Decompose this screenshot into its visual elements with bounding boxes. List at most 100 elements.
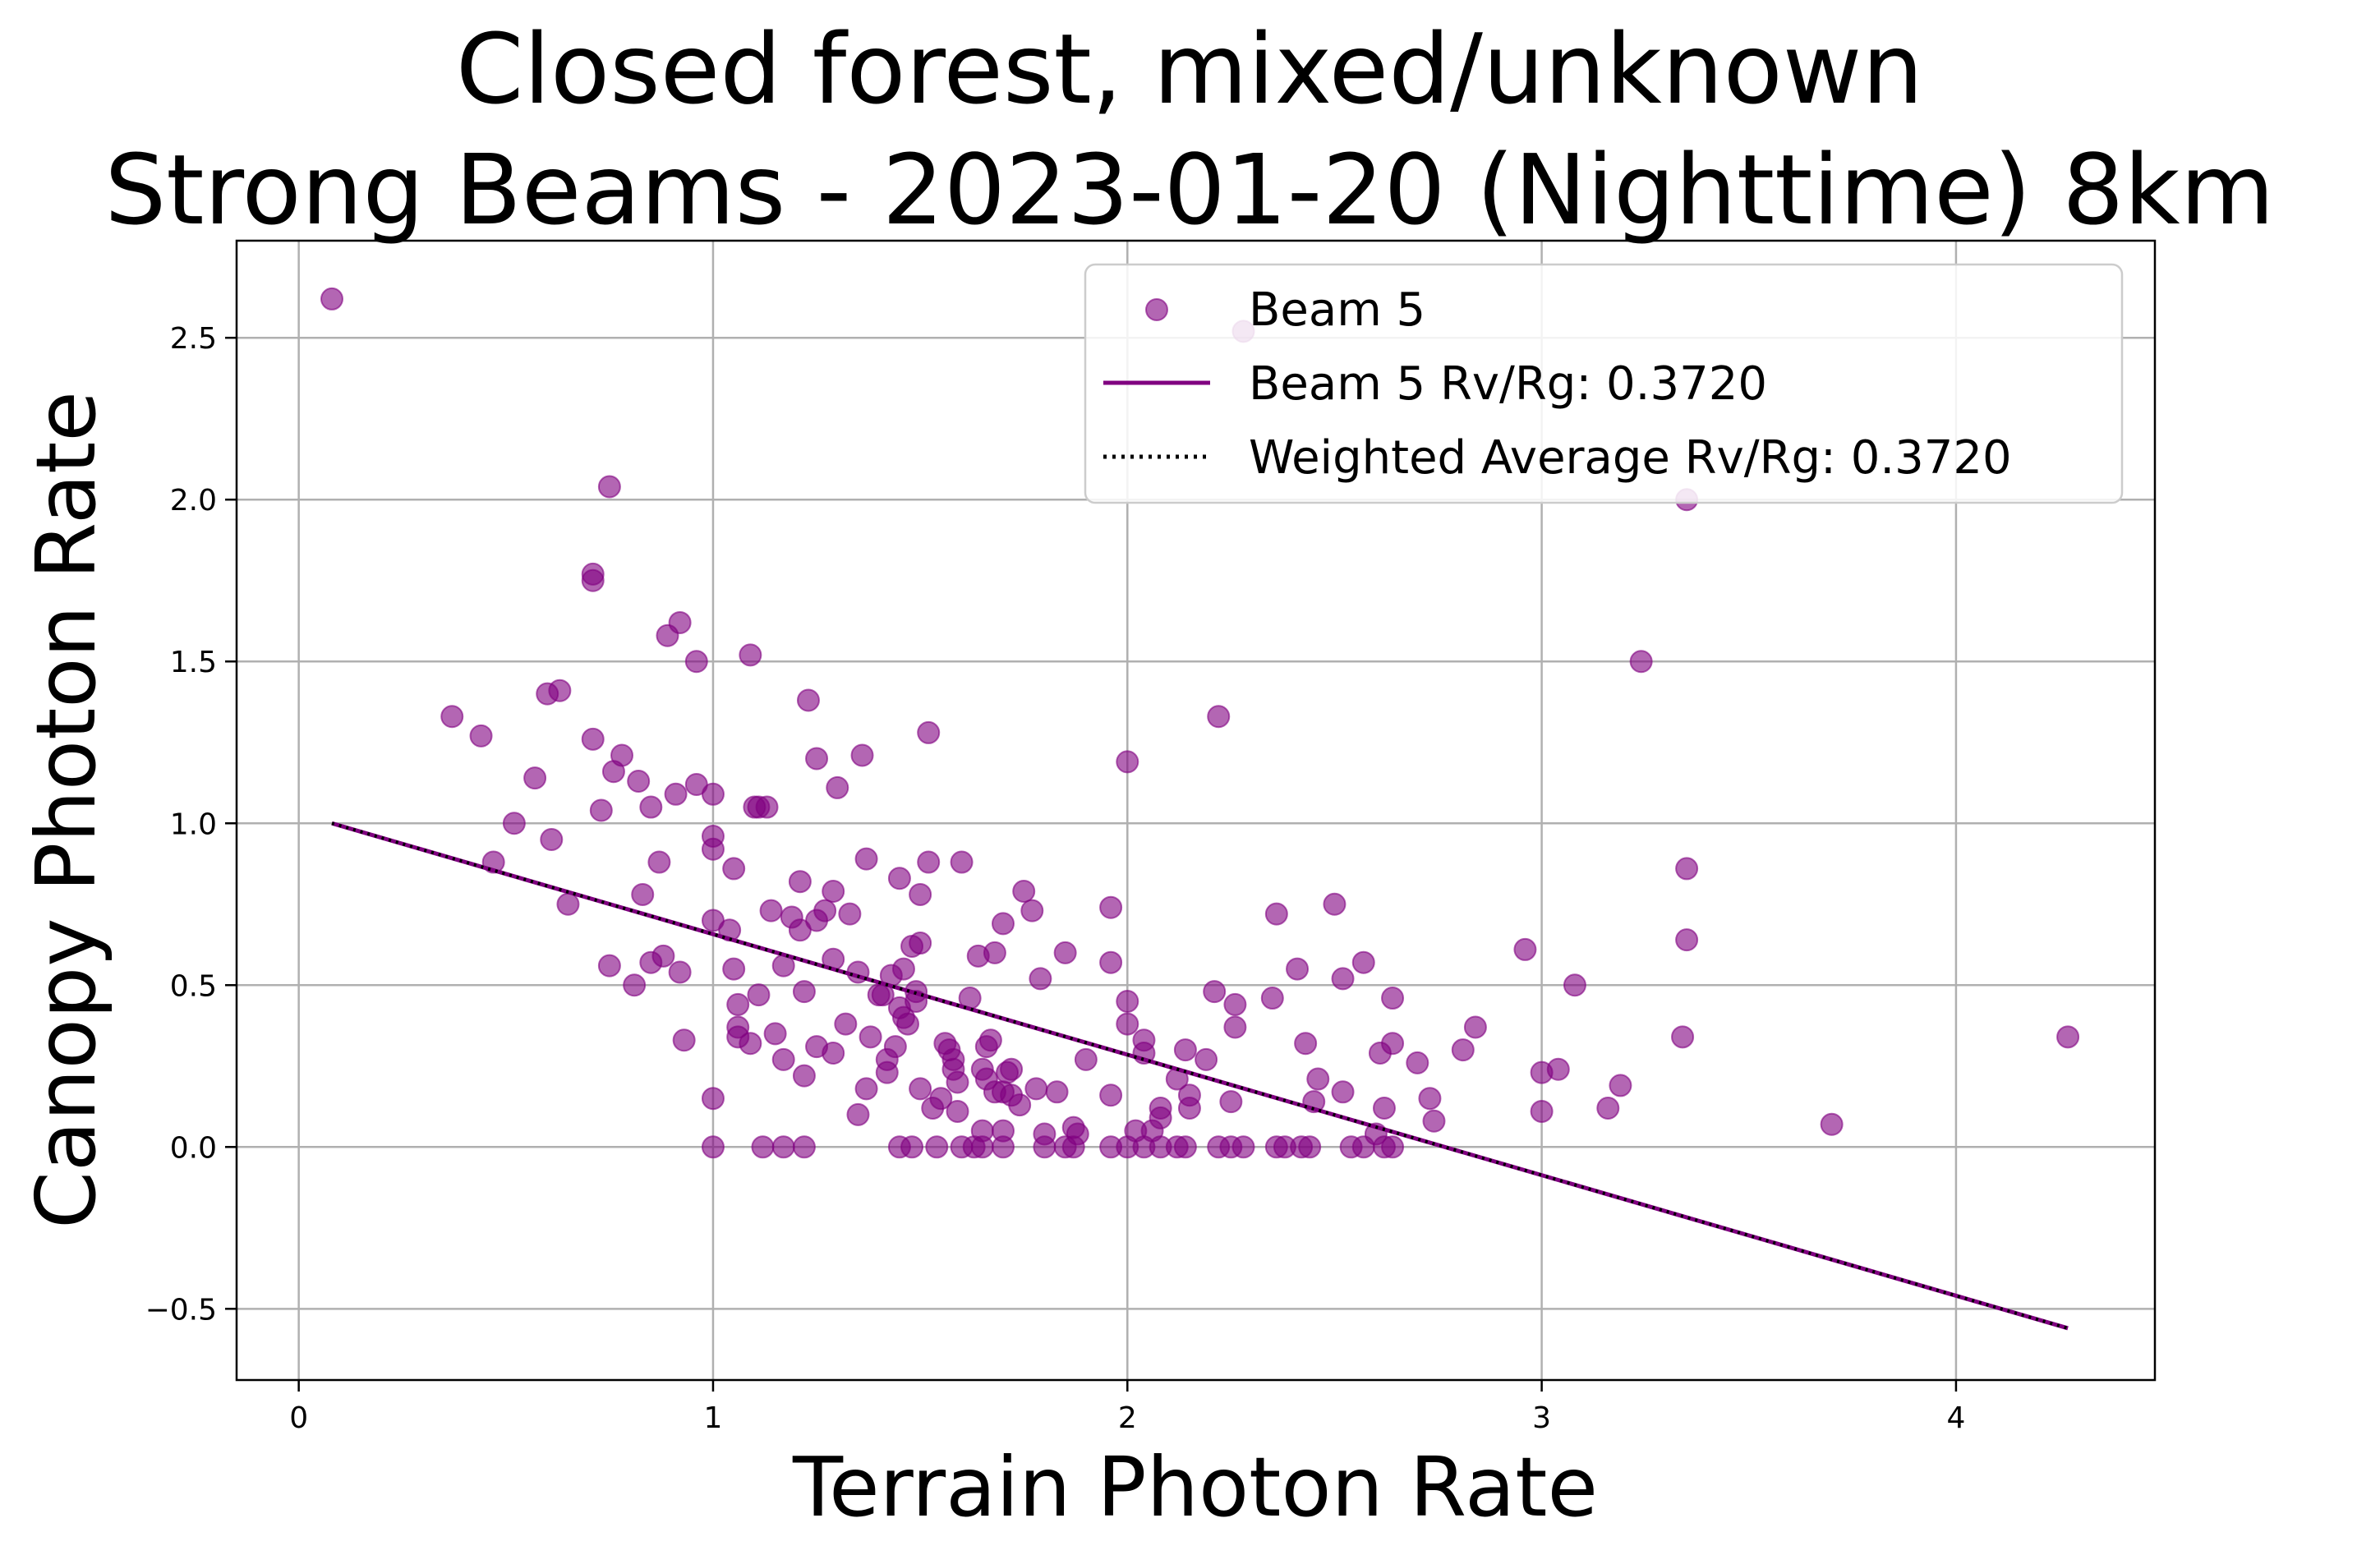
scatter-point xyxy=(1099,895,1123,919)
scatter-point xyxy=(739,1032,762,1056)
scatter-point xyxy=(701,837,725,861)
scatter-point xyxy=(523,766,547,790)
scatter-point xyxy=(1422,1109,1446,1133)
scatter-point xyxy=(895,1012,919,1036)
scatter-point xyxy=(909,882,932,906)
scatter-point xyxy=(1099,1083,1123,1107)
scatter-point xyxy=(925,1135,949,1159)
scatter-point xyxy=(759,899,783,922)
scatter-point xyxy=(909,932,932,955)
x-tick-label: 1 xyxy=(704,1401,723,1435)
x-axis-ticks: 0 1 2 3 4 xyxy=(289,1380,1965,1435)
scatter-point xyxy=(1629,650,1653,674)
scatter-point xyxy=(668,960,692,984)
scatter-point xyxy=(978,1028,1002,1052)
scatter-point xyxy=(1530,1099,1554,1123)
scatter-point xyxy=(701,1087,725,1111)
scatter-point xyxy=(469,724,493,748)
y-tick-label: 2.0 xyxy=(170,484,217,518)
scatter-point xyxy=(1463,1015,1487,1039)
weighted-average-line xyxy=(331,821,2069,1330)
scatter-point xyxy=(1116,989,1139,1013)
y-axis-label: Canopy Photon Rate xyxy=(18,391,114,1229)
scatter-point xyxy=(763,1022,787,1046)
scatter-point xyxy=(771,1135,795,1159)
scatter-point xyxy=(1000,1057,1024,1081)
scatter-point xyxy=(755,795,779,819)
scatter-point xyxy=(1381,987,1405,1010)
scatter-point xyxy=(1294,1032,1318,1056)
scatter-point xyxy=(751,1135,775,1159)
scatter-point xyxy=(946,1099,969,1123)
scatter-point xyxy=(1207,705,1231,729)
scatter-point xyxy=(1173,1135,1197,1159)
scatter-point xyxy=(796,688,820,712)
scatter-point xyxy=(1306,1067,1330,1091)
scatter-point xyxy=(1033,1135,1056,1159)
x-tick-label: 0 xyxy=(289,1401,308,1435)
scatter-point xyxy=(597,475,621,499)
legend: Beam 5 Beam 5 Rv/Rg: 0.3720 Weighted Ave… xyxy=(1084,263,2124,504)
scatter-point xyxy=(1223,992,1247,1016)
scatter-point xyxy=(597,954,621,978)
scatter-point xyxy=(2056,1025,2080,1049)
scatter-point xyxy=(1116,750,1139,774)
scatter-point xyxy=(601,760,625,784)
scatter-point xyxy=(1177,1097,1201,1120)
scatter-point xyxy=(805,747,829,771)
legend-fit-label: Beam 5 Rv/Rg: 0.3720 xyxy=(1249,357,1767,411)
scatter-point xyxy=(1020,899,1044,922)
scatter-point xyxy=(701,1135,725,1159)
scatter-point xyxy=(1008,1093,1032,1117)
scatter-point xyxy=(1116,1012,1139,1036)
y-tick-label: 0.5 xyxy=(170,969,217,1003)
scatter-point xyxy=(970,1135,994,1159)
x-tick-label: 4 xyxy=(1946,1401,1965,1435)
scatter-point xyxy=(771,1047,795,1071)
scatter-point xyxy=(909,1077,932,1101)
scatter-point xyxy=(792,1135,816,1159)
scatter-point xyxy=(1074,1047,1098,1071)
scatter-point xyxy=(826,775,849,799)
scatter-point xyxy=(1351,950,1375,974)
scatter-point xyxy=(813,899,837,922)
scatter-point xyxy=(887,867,911,890)
scatter-point xyxy=(320,287,343,311)
scatter-point xyxy=(581,568,605,592)
scatter-point xyxy=(917,850,941,874)
plot-area-frame xyxy=(235,239,2157,1382)
scatter-point xyxy=(1260,987,1284,1010)
scatter-point xyxy=(647,850,671,874)
scatter-point xyxy=(1451,1038,1475,1062)
scatter-point xyxy=(623,973,647,997)
scatter-point xyxy=(950,850,974,874)
scatter-point xyxy=(792,1064,816,1088)
scatter-point xyxy=(1298,1135,1322,1159)
scatter-point xyxy=(991,1135,1015,1159)
y-tick-label: 1.0 xyxy=(170,807,217,841)
scatter-point xyxy=(1406,1051,1429,1074)
scatter-point xyxy=(1671,1025,1695,1049)
scatter-point xyxy=(991,912,1015,936)
x-axis-label: Terrain Photon Rate xyxy=(792,1439,1598,1535)
scatter-point xyxy=(1029,967,1052,991)
scatter-point xyxy=(941,1047,965,1071)
scatter-point xyxy=(747,983,771,1007)
scatter-point xyxy=(846,1102,870,1126)
scatter-point xyxy=(1609,1074,1632,1097)
scatter-point xyxy=(548,679,572,702)
scatter-point xyxy=(1024,1077,1048,1101)
scatter-point xyxy=(1546,1057,1570,1081)
scatter-point xyxy=(1195,1047,1218,1071)
scatter-point xyxy=(540,827,564,851)
scatter-point xyxy=(822,880,845,904)
scatter-point xyxy=(726,992,750,1016)
scatter-point xyxy=(440,705,464,729)
chart-title-line2: Strong Beams - 2023-01-20 (Nighttime) 8k… xyxy=(104,133,2274,246)
scatter-point xyxy=(983,941,1006,964)
legend-scatter-label: Beam 5 xyxy=(1249,283,1425,337)
legend-avg-label: Weighted Average Rv/Rg: 0.3720 xyxy=(1249,431,2012,485)
scatter-point xyxy=(672,1028,696,1052)
scatter-point xyxy=(639,795,663,819)
